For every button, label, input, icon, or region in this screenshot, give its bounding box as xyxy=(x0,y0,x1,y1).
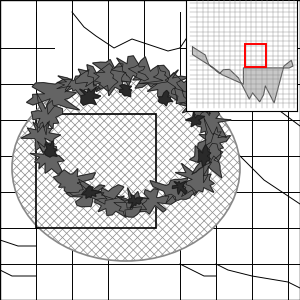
Polygon shape xyxy=(128,57,169,88)
Polygon shape xyxy=(57,70,100,96)
Polygon shape xyxy=(158,90,173,106)
Polygon shape xyxy=(150,178,196,203)
Bar xyxy=(245,44,266,67)
Polygon shape xyxy=(119,85,131,97)
Polygon shape xyxy=(193,47,293,103)
Polygon shape xyxy=(114,188,148,217)
Polygon shape xyxy=(185,112,205,127)
Polygon shape xyxy=(139,65,188,101)
Polygon shape xyxy=(172,181,187,194)
Polygon shape xyxy=(198,145,211,166)
Polygon shape xyxy=(127,189,176,214)
Bar xyxy=(36,114,156,228)
Polygon shape xyxy=(66,179,114,207)
Polygon shape xyxy=(21,121,60,152)
Ellipse shape xyxy=(12,75,240,261)
Polygon shape xyxy=(179,91,222,119)
Polygon shape xyxy=(95,185,134,218)
Polygon shape xyxy=(165,73,209,105)
Polygon shape xyxy=(197,118,230,163)
Polygon shape xyxy=(194,98,231,146)
Polygon shape xyxy=(53,169,95,196)
Polygon shape xyxy=(190,143,223,183)
Polygon shape xyxy=(26,79,80,114)
Polygon shape xyxy=(76,64,118,92)
Polygon shape xyxy=(93,60,131,96)
Polygon shape xyxy=(112,56,149,86)
Polygon shape xyxy=(30,141,64,174)
Polygon shape xyxy=(129,195,143,208)
Polygon shape xyxy=(82,186,101,198)
Polygon shape xyxy=(80,87,101,105)
Polygon shape xyxy=(32,93,62,135)
Polygon shape xyxy=(176,162,214,196)
Polygon shape xyxy=(44,141,57,157)
